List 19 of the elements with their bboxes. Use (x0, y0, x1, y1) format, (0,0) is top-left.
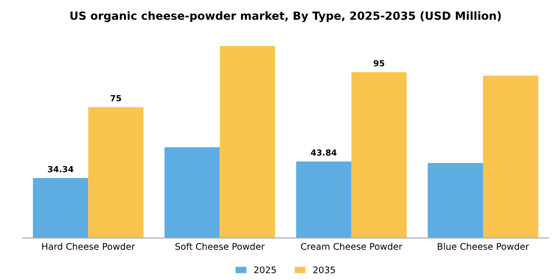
legend-label: 2025 (254, 266, 276, 274)
data-label: 75 (110, 95, 122, 102)
bar (164, 147, 220, 238)
x-tick-label: Cream Cheese Powder (300, 242, 402, 250)
data-label: 34.34 (48, 166, 74, 172)
bar (296, 161, 352, 238)
x-tick-label: Soft Cheese Powder (175, 242, 265, 250)
bar (428, 162, 483, 238)
bar (220, 46, 276, 238)
bar (351, 72, 407, 238)
data-label: 95 (374, 60, 384, 66)
bar (88, 107, 144, 238)
legend-label: 2035 (313, 266, 335, 274)
data-label: 43.84 (310, 149, 337, 156)
bar (483, 76, 538, 238)
x-tick-label: Hard Cheese Powder (42, 242, 136, 250)
bar (32, 178, 88, 238)
chart-title: US organic cheese-powder market, By Type, 2025-2035 (USD Million) (70, 11, 501, 22)
x-tick-label: Blue Cheese Powder (438, 242, 530, 250)
